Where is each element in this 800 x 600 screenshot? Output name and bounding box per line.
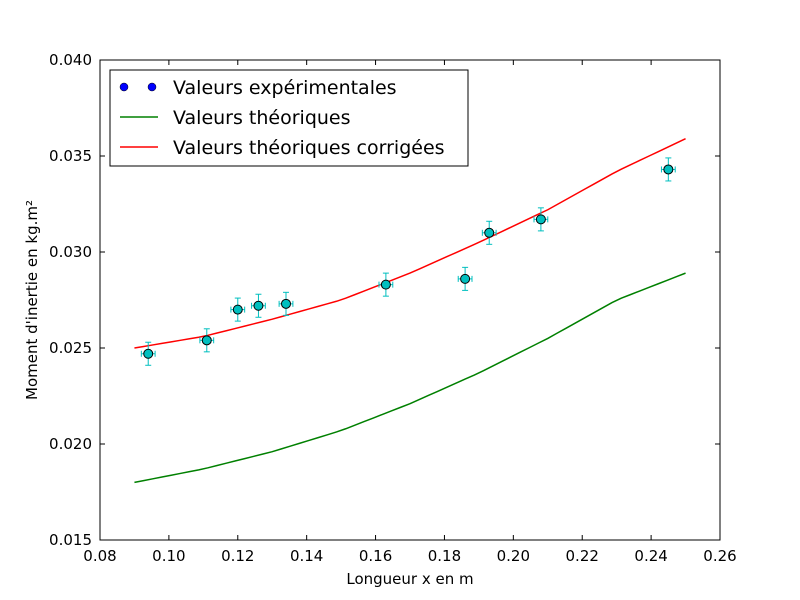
data-point [378,272,394,297]
theory-line [134,272,686,484]
data-point-marker [535,214,546,225]
y-tick-label: 0.015 [49,531,92,549]
data-point-marker [484,227,495,238]
data-point-marker [663,164,674,175]
data-point-marker [281,298,291,309]
data-point-marker [380,279,391,290]
y-tick-label: 0.020 [49,435,92,453]
y-axis-label: Moment d'inertie en kg.m² [23,200,41,400]
series-layer [134,138,686,484]
data-point [140,341,156,366]
data-point [481,220,497,245]
legend-label: Valeurs théoriques corrigées [173,137,445,159]
data-point-marker [232,304,243,315]
y-tick-label: 0.040 [49,51,92,69]
data-point [457,266,473,291]
y-tick-label: 0.030 [49,243,92,261]
data-point [230,297,246,322]
legend-marker [147,82,157,92]
data-point [660,157,676,182]
x-tick-label: 0.08 [83,547,116,565]
x-tick-label: 0.16 [359,547,392,565]
legend-label: Valeurs théoriques [173,107,351,129]
data-point-marker [253,300,264,311]
legend: Valeurs expérimentales Valeurs théoriques… [109,69,469,167]
data-point [278,291,294,316]
y-tick-label: 0.035 [49,147,92,165]
x-tick-label: 0.22 [566,547,599,565]
plot-frame [99,59,721,541]
x-tick-label: 0.10 [152,547,185,565]
data-point-marker [201,335,212,346]
ticks-layer: 0.08 0.10 0.12 0.14 0.16 0.18 0.20 0.22 0.24 0.26… [49,51,737,565]
x-tick-label: 0.24 [634,547,667,565]
x-tick-label: 0.26 [703,547,736,565]
x-tick-label: 0.14 [290,547,323,565]
data-point-marker [143,348,154,359]
legend-label: Valeurs expérimentales [173,77,397,99]
legend-marker [119,82,129,92]
legend-box [109,69,469,167]
x-tick-label: 0.12 [221,547,254,565]
corrected-theory-line [134,138,686,349]
data-point [533,207,549,232]
data-point [199,328,215,353]
x-tick-label: 0.18 [428,547,461,565]
y-tick-label: 0.025 [49,339,92,357]
x-axis-label: Longueur x en m [346,570,473,588]
data-point [251,293,266,318]
data-point-marker [460,273,471,284]
x-tick-label: 0.20 [497,547,530,565]
